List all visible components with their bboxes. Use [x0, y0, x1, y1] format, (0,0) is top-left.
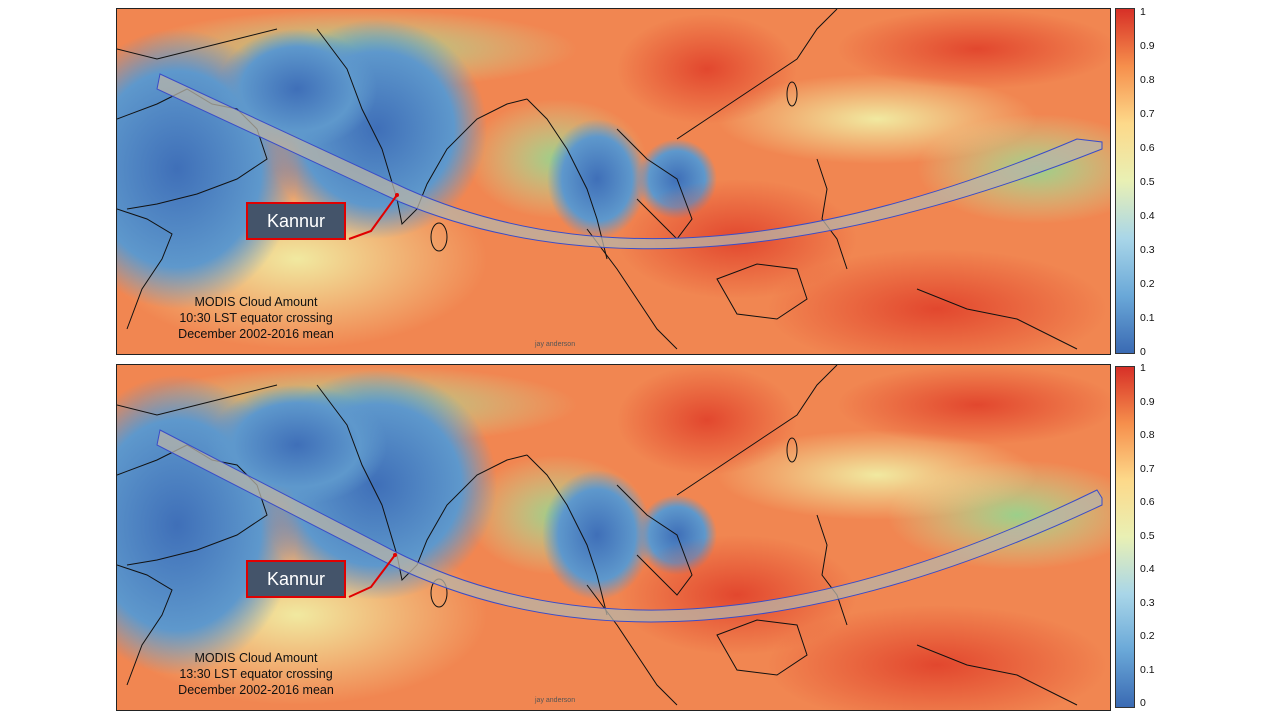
colorbar-tick-label: 0.8 [1140, 429, 1155, 441]
cloud-map-panel-1030: Kannur MODIS Cloud Amount 10:30 LST equa… [116, 8, 1111, 355]
colorbar-tick-label: 0.2 [1140, 278, 1155, 290]
colorbar-tick-label: 0.7 [1140, 108, 1155, 120]
colorbar-top [1115, 8, 1135, 354]
kannur-pointer-line [348, 194, 398, 240]
author-credit: jay anderson [535, 341, 576, 348]
kannur-marker [395, 193, 399, 197]
colorbar-gradient [1116, 367, 1134, 707]
eclipse-track-band [156, 73, 1103, 250]
colorbar-tick-label: 0 [1140, 697, 1146, 709]
colorbar-tick-label: 0.3 [1140, 596, 1155, 609]
colorbar-tick-label: 0.8 [1140, 74, 1155, 86]
map-caption: MODIS Cloud Amount 10:30 LST equator cro… [131, 294, 381, 342]
map-caption: MODIS Cloud Amount 13:30 LST equator cro… [131, 650, 381, 698]
colorbar-tick-label: 0 [1140, 346, 1146, 358]
colorbar-tick-label: 0.5 [1140, 529, 1155, 542]
caption-line-3: December 2002-2016 mean [178, 683, 334, 697]
colorbar-tick-label: 0.1 [1140, 663, 1155, 676]
colorbar-gradient [1116, 9, 1134, 353]
author-credit: jay anderson [535, 697, 576, 704]
cloud-map-panel-1330: Kannur MODIS Cloud Amount 13:30 LST equa… [116, 364, 1111, 711]
caption-line-2: 10:30 LST equator crossing [179, 311, 333, 325]
kannur-pointer-line [348, 554, 396, 598]
kannur-marker [393, 553, 397, 557]
colorbar-tick-label: 0.7 [1140, 462, 1155, 475]
colorbar-tick-label: 0.5 [1140, 176, 1155, 188]
colorbar-tick-label: 0.4 [1140, 210, 1155, 222]
colorbar-tick-label: 1 [1140, 6, 1146, 18]
cloud-map-svg [117, 365, 1110, 710]
caption-line-1: MODIS Cloud Amount [194, 295, 318, 309]
cloud-map-svg [117, 9, 1110, 354]
colorbar-tick-label: 0.9 [1140, 40, 1155, 52]
colorbar-tick-label: 0.1 [1140, 312, 1155, 324]
caption-line-2: 13:30 LST equator crossing [179, 667, 333, 681]
colorbar-tick-label: 0.9 [1140, 395, 1155, 408]
caption-line-3: December 2002-2016 mean [178, 327, 334, 341]
eclipse-track-band [156, 429, 1103, 623]
colorbar-tick-label: 1 [1140, 362, 1146, 374]
colorbar-bottom [1115, 366, 1135, 708]
colorbar-tick-label: 0.6 [1140, 142, 1155, 154]
colorbar-tick-label: 0.3 [1140, 244, 1155, 256]
colorbar-tick-label: 0.6 [1140, 496, 1155, 508]
kannur-callout: Kannur [246, 560, 346, 598]
caption-line-1: MODIS Cloud Amount [194, 651, 318, 665]
kannur-callout: Kannur [246, 202, 346, 240]
colorbar-tick-label: 0.2 [1140, 630, 1155, 642]
colorbar-tick-label: 0.4 [1140, 563, 1155, 575]
